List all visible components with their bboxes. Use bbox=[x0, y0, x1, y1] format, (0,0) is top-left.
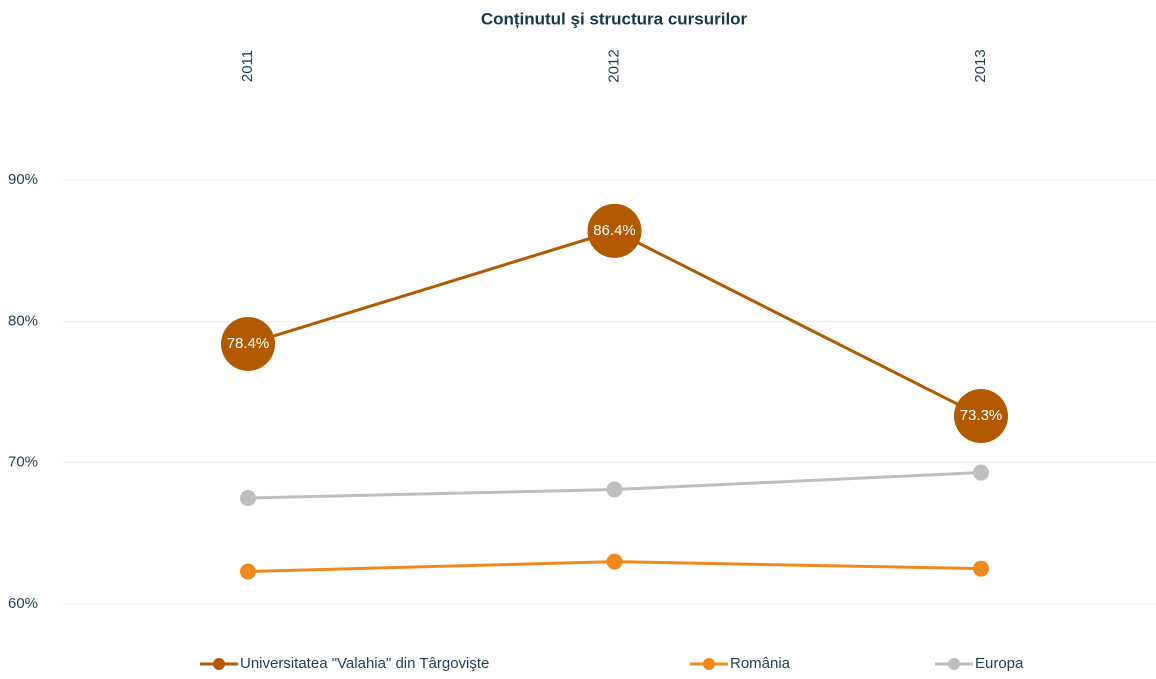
data-point bbox=[606, 481, 623, 498]
legend-marker bbox=[703, 658, 715, 670]
data-label: 78.4% bbox=[227, 335, 270, 352]
legend-marker bbox=[948, 658, 960, 670]
data-point bbox=[240, 490, 256, 506]
legend-label: Europa bbox=[975, 655, 1024, 672]
y-tick-label: 80% bbox=[8, 312, 38, 329]
data-point bbox=[973, 464, 989, 481]
data-point bbox=[240, 563, 256, 580]
data-point bbox=[973, 560, 989, 577]
y-tick-label: 60% bbox=[8, 595, 38, 612]
chart-title: Conținutul şi structura cursurilor bbox=[481, 9, 748, 28]
data-point bbox=[606, 553, 623, 570]
data-label: 86.4% bbox=[593, 222, 636, 239]
legend-label: România bbox=[730, 655, 791, 672]
data-label: 73.3% bbox=[960, 407, 1003, 424]
data-point bbox=[954, 389, 1008, 444]
legend-label: Universitatea "Valahia" din Târgovişte bbox=[240, 655, 489, 672]
y-tick-label: 90% bbox=[8, 171, 38, 188]
x-tick-label: 2011 bbox=[239, 50, 256, 82]
x-tick-label: 2012 bbox=[605, 49, 622, 82]
legend-marker bbox=[213, 658, 225, 670]
y-tick-label: 70% bbox=[8, 454, 38, 471]
data-point bbox=[587, 203, 642, 258]
series-line bbox=[247, 229, 982, 418]
data-point bbox=[221, 316, 275, 371]
x-tick-label: 2013 bbox=[972, 49, 989, 82]
